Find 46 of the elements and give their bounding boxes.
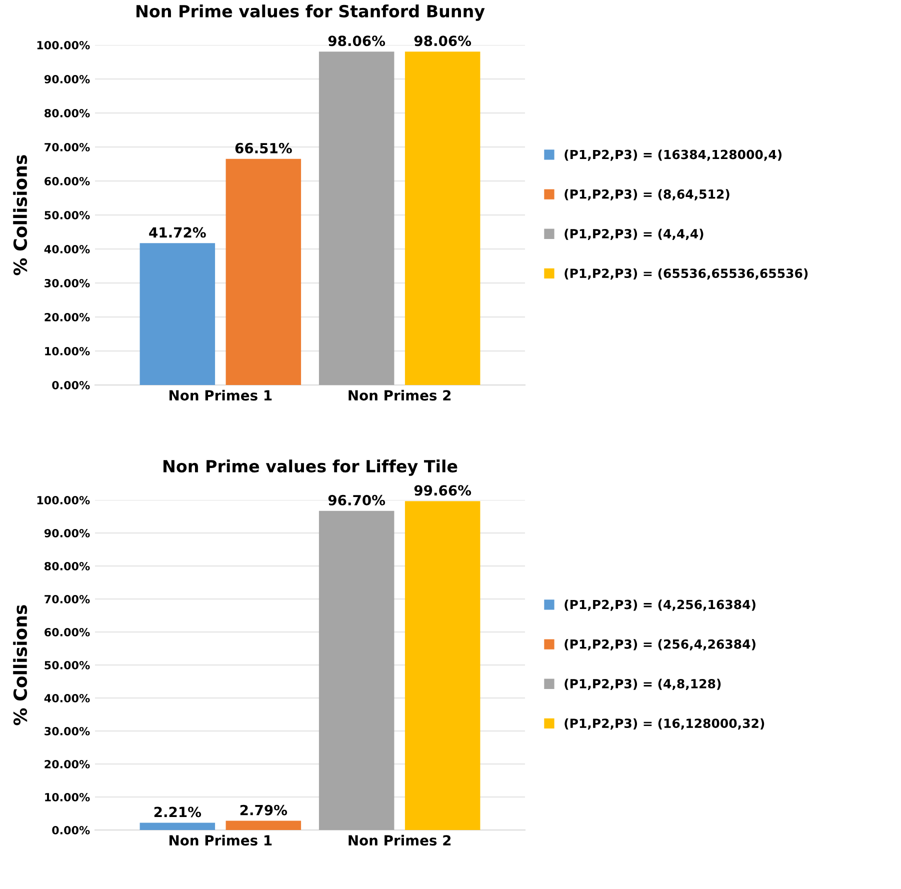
data-label: 99.66% xyxy=(414,485,472,496)
y-tick-label: 90.00% xyxy=(44,528,90,538)
data-label: 2.21% xyxy=(154,806,202,818)
chart-title: Non Prime values for Liffey Tile xyxy=(164,460,458,476)
legend-label: (P1,P2,P3) = (4,256,16384) xyxy=(564,600,756,611)
y-tick-label: 30.00% xyxy=(44,278,90,288)
y-tick-label: 100.00% xyxy=(37,40,90,50)
legend-label: (P1,P2,P3) = (65536,65536,65536) xyxy=(564,268,808,280)
legend-label: (P1,P2,P3) = (16384,128000,4) xyxy=(564,150,782,161)
y-tick-label: 40.00% xyxy=(44,694,90,702)
x-tick-label: Non Primes 1 xyxy=(170,390,272,401)
y-tick-label: 10.00% xyxy=(45,346,90,356)
y-tick-label: 80.00% xyxy=(44,108,90,118)
data-label: 96.70% xyxy=(328,494,386,506)
y-tick-label: 20.00% xyxy=(44,312,90,322)
data-label: 41.72% xyxy=(149,227,206,238)
legend-label: (P1,P2,P3) = (4,4,4) xyxy=(564,228,704,240)
y-tick-label: 60.00% xyxy=(44,628,90,636)
y-tick-label: 0.00% xyxy=(52,826,90,834)
y-tick-label: 100.00% xyxy=(37,496,90,504)
y-tick-label: 70.00% xyxy=(44,594,90,604)
data-label: 66.51% xyxy=(235,142,292,154)
y-tick-label: 40.00% xyxy=(44,244,90,254)
y-tick-label: 60.00% xyxy=(44,176,90,186)
legend-label: (P1,P2,P3) = (8,64,512) xyxy=(564,189,730,200)
y-axis-title: % Collisions xyxy=(13,155,28,276)
legend-label: (P1,P2,P3) = (256,4,26384) xyxy=(564,639,756,650)
legend-label: (P1,P2,P3) = (16,128000,32) xyxy=(564,718,764,730)
x-tick-label: Non Primes 2 xyxy=(348,390,451,401)
y-tick-label: 80.00% xyxy=(44,562,90,570)
y-tick-label: 50.00% xyxy=(44,210,90,220)
x-tick-label: Non Primes 1 xyxy=(170,834,272,846)
data-label: 98.06% xyxy=(328,36,386,46)
chart-title: Non Prime values for Stanford Bunny xyxy=(136,4,485,21)
y-tick-label: 10.00% xyxy=(45,792,90,802)
y-tick-label: 90.00% xyxy=(44,74,90,84)
data-label: 98.06% xyxy=(414,36,472,46)
y-axis-title: % Collisions xyxy=(13,605,28,726)
y-tick-label: 30.00% xyxy=(44,726,90,736)
y-tick-label: 20.00% xyxy=(44,760,90,768)
y-tick-label: 0.00% xyxy=(52,380,90,390)
y-tick-label: 50.00% xyxy=(44,660,90,670)
legend-label: (P1,P2,P3) = (4,8,128) xyxy=(564,678,721,690)
data-label: 2.79% xyxy=(240,804,288,816)
y-tick-label: 70.00% xyxy=(44,142,90,152)
x-tick-label: Non Primes 2 xyxy=(348,834,451,846)
